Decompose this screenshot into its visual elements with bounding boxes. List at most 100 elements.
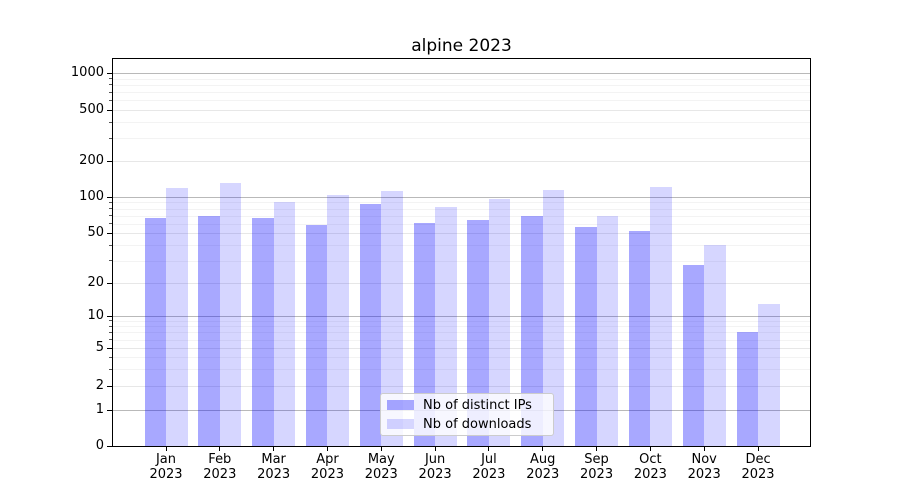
y-minor-tick-mark <box>109 223 112 225</box>
bar-nb-of-downloads-apr-2023 <box>327 195 349 446</box>
gridline-minor <box>113 122 810 124</box>
x-tick-month: Feb <box>208 452 232 467</box>
gridline-labeled <box>113 161 810 162</box>
x-tick-mark <box>326 447 328 451</box>
y-minor-tick-mark <box>109 320 112 322</box>
x-tick-label: Aug 2023 <box>515 452 571 482</box>
bar-nb-of-distinct-ips-jun-2023 <box>413 222 436 446</box>
gridline-labeled <box>113 348 810 349</box>
y-tick-mark <box>107 409 112 411</box>
y-tick-label: 10 <box>87 308 104 323</box>
bar-nb-of-downloads-nov-2023 <box>704 245 726 446</box>
bar-nb-of-distinct-ips-apr-2023 <box>305 225 328 446</box>
y-tick-mark <box>107 109 112 111</box>
y-tick-label: 0 <box>95 438 104 453</box>
y-tick-mark <box>107 315 112 317</box>
gridline-major <box>113 316 810 317</box>
x-tick-year: 2023 <box>310 467 344 482</box>
x-tick-year: 2023 <box>203 467 237 482</box>
x-tick-mark <box>703 447 705 451</box>
y-tick-mark <box>107 232 112 234</box>
y-tick-mark <box>107 196 112 198</box>
y-minor-tick-mark <box>109 244 112 246</box>
x-tick-mark <box>434 447 436 451</box>
x-tick-mark <box>219 447 221 451</box>
gridline-minor <box>113 369 810 371</box>
x-tick-month: Jun <box>424 452 446 467</box>
y-minor-tick-mark <box>109 368 112 370</box>
y-tick-label: 2 <box>95 378 104 393</box>
gridline-labeled <box>113 283 810 284</box>
x-tick-mark <box>596 447 598 451</box>
x-tick-year: 2023 <box>526 467 560 482</box>
bar-nb-of-distinct-ips-may-2023 <box>359 204 382 446</box>
x-tick-mark <box>488 447 490 451</box>
legend-swatch-nb-of-distinct-ips <box>387 400 414 410</box>
x-tick-year: 2023 <box>687 467 721 482</box>
x-tick-month: Aug <box>530 452 556 467</box>
y-minor-tick-mark <box>109 260 112 262</box>
legend: Nb of distinct IPs Nb of downloads <box>380 393 554 436</box>
gridline-minor <box>113 260 810 262</box>
x-tick-mark <box>165 447 167 451</box>
y-tick-mark <box>107 385 112 387</box>
y-minor-tick-mark <box>109 137 112 139</box>
bar-nb-of-downloads-may-2023 <box>381 190 403 446</box>
x-tick-mark <box>757 447 759 451</box>
bar-nb-of-downloads-feb-2023 <box>219 182 242 446</box>
bar-nb-of-distinct-ips-aug-2023 <box>521 216 543 446</box>
gridline-minor <box>113 339 810 341</box>
y-minor-tick-mark <box>109 339 112 341</box>
y-minor-tick-mark <box>109 331 112 333</box>
gridline-minor <box>113 223 810 225</box>
y-minor-tick-mark <box>109 215 112 217</box>
plot-area <box>112 58 811 447</box>
y-tick-label: 1 <box>95 402 104 417</box>
x-tick-label: Nov 2023 <box>676 452 732 482</box>
x-tick-year: 2023 <box>741 467 775 482</box>
bar-nb-of-distinct-ips-nov-2023 <box>682 264 705 446</box>
x-tick-month: Jul <box>481 452 497 467</box>
x-tick-mark <box>542 447 544 451</box>
bar-nb-of-downloads-oct-2023 <box>650 187 672 446</box>
gridline-minor <box>113 202 810 204</box>
bar-nb-of-downloads-dec-2023 <box>758 303 780 446</box>
x-tick-month: Apr <box>316 452 339 467</box>
x-tick-label: Mar 2023 <box>246 452 302 482</box>
y-tick-mark <box>107 72 112 74</box>
x-tick-label: Dec 2023 <box>730 452 786 482</box>
gridline-minor <box>113 326 810 328</box>
x-tick-month: May <box>367 452 395 467</box>
y-minor-tick-mark <box>109 201 112 203</box>
gridline-minor <box>113 357 810 359</box>
y-minor-tick-mark <box>109 208 112 210</box>
x-tick-month: Jan <box>155 452 177 467</box>
x-tick-month: Sep <box>584 452 609 467</box>
y-tick-label: 200 <box>79 153 104 168</box>
gridline-minor <box>113 100 810 102</box>
bar-nb-of-downloads-sep-2023 <box>596 216 619 446</box>
x-tick-label: Sep 2023 <box>569 452 625 482</box>
x-tick-year: 2023 <box>633 467 667 482</box>
bar-nb-of-distinct-ips-feb-2023 <box>198 216 220 446</box>
gridline-minor <box>113 92 810 94</box>
bar-nb-of-distinct-ips-jan-2023 <box>144 217 166 446</box>
x-tick-mark <box>380 447 382 451</box>
y-tick-mark <box>107 160 112 162</box>
gridline-minor <box>113 215 810 217</box>
x-tick-month: Oct <box>639 452 662 467</box>
bar-nb-of-downloads-jul-2023 <box>488 199 511 446</box>
chart-title: alpine 2023 <box>411 36 512 56</box>
y-tick-label: 1000 <box>70 65 104 80</box>
bar-nb-of-downloads-aug-2023 <box>542 190 565 446</box>
x-tick-year: 2023 <box>472 467 506 482</box>
gridline-minor <box>113 84 810 86</box>
y-tick-mark <box>107 445 112 447</box>
y-minor-tick-mark <box>109 78 112 80</box>
y-tick-label: 50 <box>87 225 104 240</box>
x-tick-mark <box>273 447 275 451</box>
x-tick-year: 2023 <box>580 467 614 482</box>
gridline-major <box>113 73 810 74</box>
bar-nb-of-distinct-ips-dec-2023 <box>736 332 759 446</box>
